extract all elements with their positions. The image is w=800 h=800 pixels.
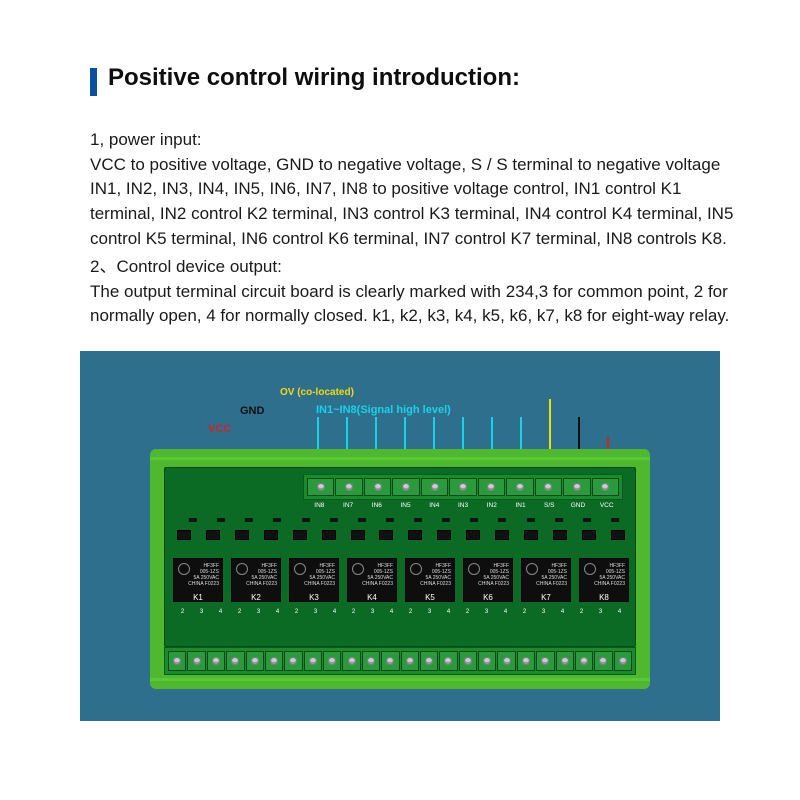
k-label: K7	[521, 593, 571, 602]
output-terminal	[265, 651, 283, 671]
silk-label: IN2	[477, 502, 506, 509]
output-terminal	[497, 651, 515, 671]
section1-head: 1, power input:	[90, 128, 740, 153]
page-title: Positive control wiring introduction:	[108, 32, 740, 92]
input-terminal	[421, 478, 448, 496]
k-label: K4	[347, 593, 397, 602]
silk-label: IN5	[391, 502, 420, 509]
silk-label: S/S	[535, 502, 564, 509]
input-terminal	[364, 478, 391, 496]
relay-module: IN8IN7IN6IN5IN4IN3IN2IN1S/SGNDVCC HF3FF0…	[150, 449, 650, 689]
k-label: K2	[231, 593, 281, 602]
section2-head: 2、Control device output:	[90, 255, 740, 280]
output-terminal	[226, 651, 244, 671]
k-label: K6	[463, 593, 513, 602]
output-terminal	[342, 651, 360, 671]
wiring-diagram: VCC GND OV (co-located) IN1~IN8(Signal h…	[80, 351, 720, 721]
output-terminal	[284, 651, 302, 671]
input-terminal	[392, 478, 419, 496]
input-terminal	[506, 478, 533, 496]
output-silk-labels: 234234234234234234234234	[173, 609, 629, 615]
output-terminal	[614, 651, 632, 671]
pcb: IN8IN7IN6IN5IN4IN3IN2IN1S/SGNDVCC HF3FF0…	[164, 467, 636, 647]
output-terminal	[536, 651, 554, 671]
output-terminal	[556, 651, 574, 671]
input-terminal	[535, 478, 562, 496]
output-terminal	[459, 651, 477, 671]
output-terminal	[304, 651, 322, 671]
label-ov: OV (co-located)	[280, 387, 354, 398]
k-label: K5	[405, 593, 455, 602]
k-labels: K1 K2 K3 K4 K5 K6 K7 K8	[173, 593, 629, 602]
input-silk-labels: IN8IN7IN6IN5IN4IN3IN2IN1S/SGNDVCC	[305, 502, 621, 509]
silk-label: IN1	[506, 502, 535, 509]
input-terminal	[563, 478, 590, 496]
input-terminal	[592, 478, 619, 496]
output-terminal	[323, 651, 341, 671]
output-terminal	[207, 651, 225, 671]
output-terminal	[381, 651, 399, 671]
output-terminal	[187, 651, 205, 671]
k-label: K8	[579, 593, 629, 602]
input-terminal	[449, 478, 476, 496]
output-terminal	[517, 651, 535, 671]
k-label: K3	[289, 593, 339, 602]
smd-row	[189, 518, 619, 522]
output-terminal	[594, 651, 612, 671]
optocoupler-row	[177, 530, 625, 540]
output-terminal	[362, 651, 380, 671]
output-terminal	[246, 651, 264, 671]
silk-label: IN4	[420, 502, 449, 509]
input-terminal	[335, 478, 362, 496]
output-terminal	[575, 651, 593, 671]
din-ridge	[150, 678, 650, 681]
k-label: K1	[173, 593, 223, 602]
silk-label: IN6	[362, 502, 391, 509]
input-terminal	[478, 478, 505, 496]
output-terminal	[439, 651, 457, 671]
output-terminal	[478, 651, 496, 671]
title-accent-bar	[90, 68, 97, 96]
output-terminal	[401, 651, 419, 671]
output-terminal	[168, 651, 186, 671]
din-ridge	[150, 457, 650, 460]
silk-label: GND	[564, 502, 593, 509]
section2-body: The output terminal circuit board is cle…	[90, 280, 740, 329]
label-gnd: GND	[240, 405, 264, 417]
silk-label: IN7	[334, 502, 363, 509]
silk-label: IN8	[305, 502, 334, 509]
output-terminal-strip	[164, 647, 636, 675]
section1-body: VCC to positive voltage, GND to negative…	[90, 153, 740, 252]
output-terminal	[420, 651, 438, 671]
silk-label: VCC	[592, 502, 621, 509]
input-terminal	[307, 478, 334, 496]
input-terminal-strip	[303, 474, 623, 500]
label-signal: IN1~IN8(Signal high level)	[316, 404, 451, 416]
silk-label: IN3	[449, 502, 478, 509]
label-vcc: VCC	[208, 423, 231, 435]
